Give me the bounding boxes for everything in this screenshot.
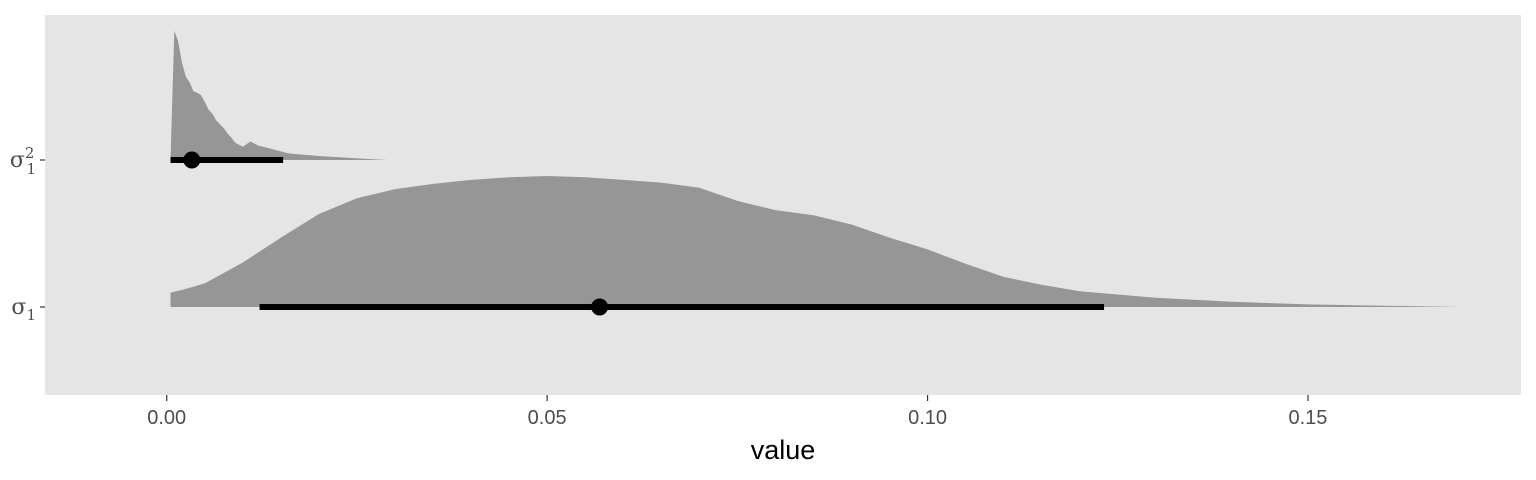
x-axis-title: value xyxy=(751,435,816,465)
y-label-sup-1: 2 xyxy=(25,144,35,162)
y-label-sub-1: 1 xyxy=(26,160,36,178)
plot-panel xyxy=(45,15,1521,395)
y-axis: σ2 1σ1 xyxy=(10,144,45,324)
density-2 xyxy=(170,176,1461,307)
y-label-sub-2: 1 xyxy=(26,306,36,324)
y-tick-label-2: σ1 xyxy=(11,295,36,324)
density-layer xyxy=(170,30,1461,307)
x-tick-label-2: 0.05 xyxy=(528,407,567,429)
density-1 xyxy=(170,30,388,160)
y-label-base-1: σ xyxy=(10,148,25,173)
x-tick-label-4: 0.15 xyxy=(1289,407,1328,429)
x-tick-label-3: 0.10 xyxy=(908,407,947,429)
interval-layer xyxy=(170,151,1105,316)
point-estimate-1 xyxy=(183,151,201,169)
y-tick-label-1: σ2 1 xyxy=(10,144,36,178)
x-axis: 0.00 0.05 0.10 0.15 xyxy=(147,395,1327,429)
y-label-base-2: σ xyxy=(11,295,26,320)
point-estimate-2 xyxy=(591,298,609,316)
x-tick-label-1: 0.00 xyxy=(147,407,186,429)
